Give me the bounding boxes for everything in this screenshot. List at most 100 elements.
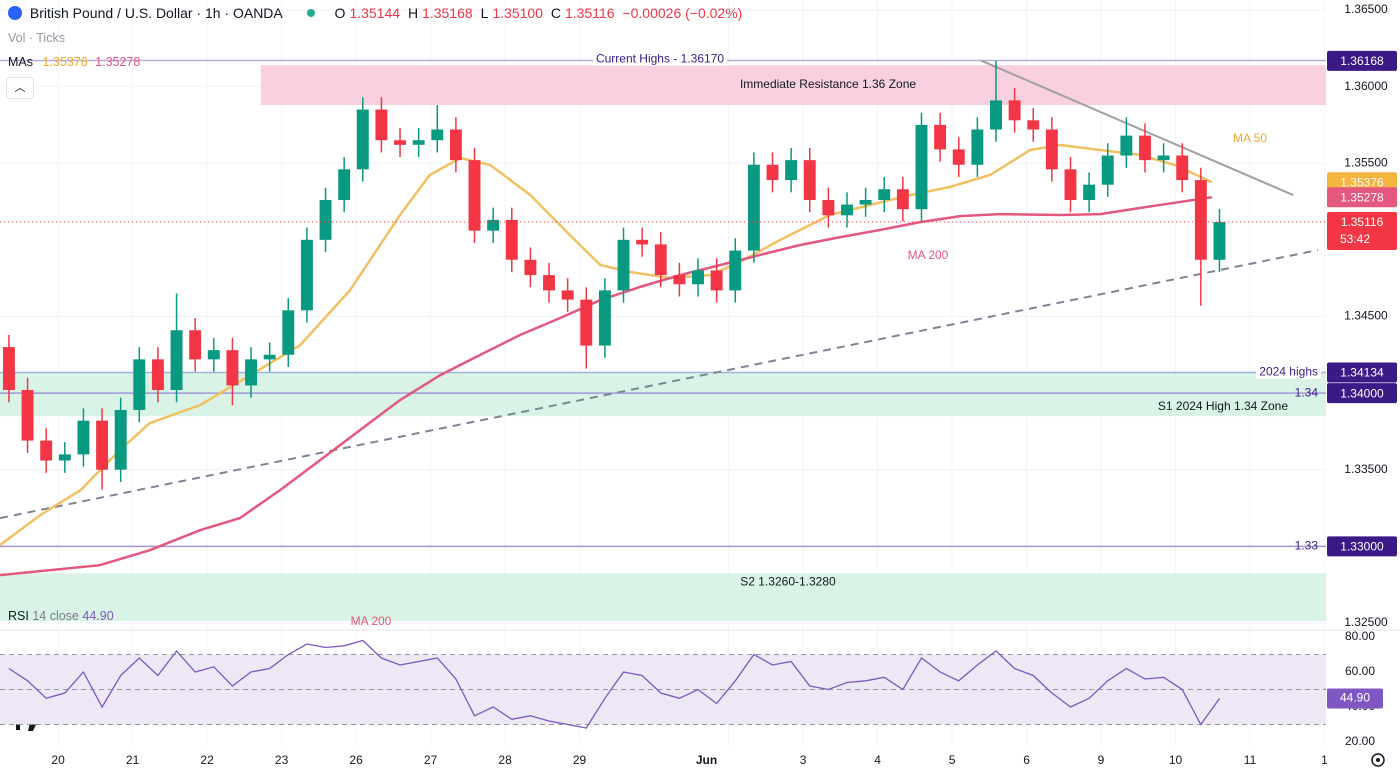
candle-body	[282, 310, 295, 355]
rsi-name[interactable]: RSI	[8, 609, 29, 623]
ohlc-value: 1.35144	[349, 5, 401, 21]
rsi-tick-label: 60.00	[1345, 664, 1375, 678]
ma-tag-label: 1.35376	[1340, 175, 1384, 189]
volume-legend[interactable]: Vol · Ticks	[8, 31, 65, 45]
ma-line	[0, 195, 1213, 577]
x-tick-label: 23	[275, 753, 289, 767]
candle-body	[245, 359, 258, 386]
candle-body	[710, 270, 723, 291]
symbol-title[interactable]: British Pound / U.S. Dollar · 1h · OANDA	[29, 5, 283, 21]
ohlc-label: O	[334, 5, 346, 21]
price-tag-label: 1.34134	[1340, 366, 1384, 380]
candle-body	[598, 290, 611, 346]
candle-body	[990, 100, 1002, 130]
x-tick-label: 1	[1321, 753, 1328, 767]
x-tick-label: 20	[51, 753, 65, 767]
trendline	[0, 249, 1319, 520]
candle-body	[934, 124, 947, 150]
rsi-tag-label: 44.90	[1340, 691, 1370, 705]
change: −0.00026 (−0.02%)	[622, 5, 743, 21]
settings-icon[interactable]	[1371, 753, 1385, 767]
rsi-tick-label: 20.00	[1345, 734, 1375, 748]
candle-body	[636, 239, 649, 245]
candle-body	[1008, 100, 1021, 121]
candle-body	[77, 420, 90, 455]
candle-body	[96, 420, 109, 470]
candle-body	[468, 160, 481, 231]
candle-body	[356, 109, 369, 170]
candle-body	[431, 129, 444, 141]
candle-body	[896, 189, 909, 210]
zone	[0, 573, 1326, 622]
candle-body	[207, 350, 220, 360]
gear[interactable]	[1371, 753, 1385, 767]
candle-body	[1176, 155, 1189, 181]
ma-label: MA 200	[351, 614, 392, 628]
candle-body	[952, 149, 965, 165]
symbol-flag	[8, 6, 22, 20]
candle-body	[151, 359, 164, 391]
ohlc-value: 1.35116	[564, 5, 615, 21]
candle-body	[803, 160, 816, 200]
candle-body	[1101, 155, 1114, 185]
candle-body	[785, 160, 798, 181]
ma-tag	[1327, 172, 1397, 193]
candle-body	[114, 409, 127, 470]
candle-body	[692, 270, 704, 285]
x-tick-label: 28	[498, 753, 512, 767]
x-tick-label: 26	[349, 753, 363, 767]
level-label: Current Highs - 1.36170	[596, 52, 724, 66]
candle-body	[878, 189, 891, 200]
candle-body	[1083, 184, 1096, 200]
candle-body	[915, 124, 928, 210]
candle-body	[1213, 222, 1226, 260]
ohlc-value: 1.35100	[492, 5, 543, 21]
candle-body	[449, 129, 462, 161]
candle-body	[375, 109, 388, 141]
candle-body	[1139, 135, 1151, 161]
ma-legend-value: 1.35376	[42, 55, 88, 69]
candle-body	[40, 440, 53, 461]
candle-body	[747, 164, 760, 251]
ma-line	[0, 143, 1213, 547]
price-tag	[1327, 50, 1397, 71]
last-price-tag	[1327, 212, 1397, 251]
ohlc-label: L	[480, 5, 489, 21]
level-label: 1.33	[1295, 538, 1319, 552]
price-tag-label: 1.34000	[1340, 386, 1384, 400]
rsi-params: 14 close	[32, 609, 79, 623]
level-label: 2024 highs	[1259, 365, 1318, 379]
ma-legend-label[interactable]: MAs	[8, 55, 33, 69]
countdown: 53:42	[1340, 232, 1370, 246]
x-tick-label: 3	[800, 753, 807, 767]
price-tag-label: 1.36168	[1340, 54, 1384, 68]
collapse-button[interactable]: ︿	[6, 77, 34, 99]
x-tick-label: 29	[573, 753, 587, 767]
gear-hub[interactable]	[1376, 758, 1380, 762]
candle-body	[1064, 169, 1077, 200]
ohlc-label: C	[550, 5, 561, 21]
candle-body	[580, 299, 593, 346]
candle-body	[338, 169, 351, 200]
rsi-line	[8, 639, 1221, 729]
candle-body	[971, 129, 984, 165]
candle-body	[654, 244, 667, 276]
candle-body	[822, 199, 835, 216]
zone-label: Immediate Resistance 1.36 Zone	[740, 77, 916, 91]
trendline	[980, 59, 1294, 197]
candle-body	[1027, 120, 1040, 130]
ma-tag-label: 1.35278	[1340, 190, 1384, 204]
x-tick-label: 10	[1169, 753, 1183, 767]
candle-body	[226, 350, 239, 386]
candle-body	[1120, 135, 1133, 156]
candle-body	[1194, 180, 1207, 260]
candle-body	[133, 359, 146, 410]
candle-body	[859, 199, 872, 205]
candle-body	[841, 204, 853, 216]
candle-body	[561, 290, 574, 300]
rsi-value: 44.90	[82, 609, 114, 623]
candle-body	[300, 239, 313, 311]
candle-body	[524, 259, 537, 276]
candle-body	[766, 164, 779, 181]
